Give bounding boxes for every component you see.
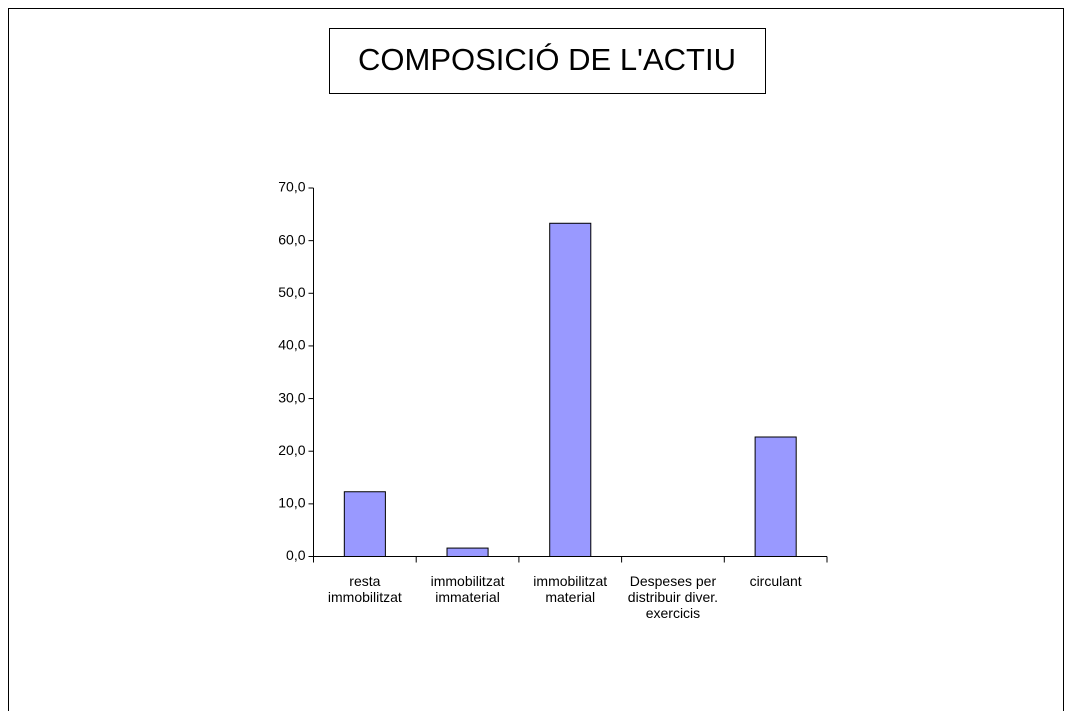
x-tick-label: immobilitzat material	[533, 572, 608, 605]
title-box	[329, 28, 766, 94]
x-tick-label: circulant	[749, 572, 802, 589]
y-tick-label: 10,0	[278, 495, 305, 511]
bar	[446, 547, 489, 558]
y-tick-label: 0,0	[286, 547, 306, 563]
x-tick-label: immobilitzat immaterial	[430, 572, 505, 605]
chart-frame	[8, 8, 1064, 711]
y-tick-label: 70,0	[278, 179, 305, 195]
y-tick-label: 50,0	[278, 284, 305, 300]
y-tick-label: 20,0	[278, 442, 305, 458]
x-tick-label: resta immobilitzat	[327, 572, 402, 605]
y-tick-label: 60,0	[278, 231, 305, 247]
bar	[343, 491, 386, 558]
x-tick-label: Despeses per distribuir diver. exercicis	[627, 572, 719, 621]
bar	[549, 222, 592, 557]
bar	[754, 436, 797, 557]
chart-title: COMPOSICIÓ DE L'ACTIU	[358, 42, 736, 77]
y-tick-label: 40,0	[278, 337, 305, 353]
y-tick-label: 30,0	[278, 389, 305, 405]
